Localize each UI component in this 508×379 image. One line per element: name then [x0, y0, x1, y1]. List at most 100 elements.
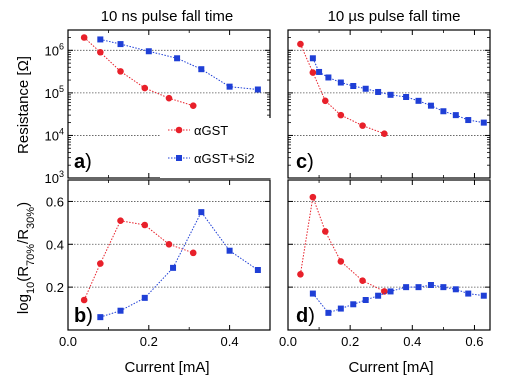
data-point: [309, 55, 316, 62]
data-point: [189, 249, 197, 257]
data-point: [350, 83, 357, 90]
data-point: [337, 305, 344, 312]
data-point: [97, 36, 104, 43]
y-tick-label: 0.2: [46, 280, 64, 295]
data-point: [359, 277, 366, 285]
data-point: [145, 48, 152, 55]
data-point: [321, 228, 329, 235]
xlabel-left: Current [mA]: [124, 359, 209, 376]
data-point: [362, 297, 369, 303]
y-tick-base: 10: [45, 86, 59, 101]
data-point: [226, 247, 233, 254]
ylabel-ratio-sub: 10: [25, 282, 37, 294]
data-point: [80, 296, 88, 304]
data-point: [165, 94, 173, 102]
plot-frame: [67, 179, 271, 331]
panel-letter-char: b: [74, 305, 86, 327]
data-point: [381, 288, 388, 295]
y-tick-exponent: 5: [59, 84, 64, 94]
data-point: [254, 267, 261, 273]
series-line: [83, 37, 194, 107]
legend-marker: [175, 126, 183, 134]
data-point: [97, 48, 104, 56]
y-tick-label: 0.6: [46, 194, 64, 209]
series-line: [100, 211, 259, 318]
panel-letter-paren: ): [86, 305, 93, 327]
data-point: [309, 290, 316, 297]
data-point: [309, 193, 317, 201]
panel-letter: a): [74, 151, 92, 173]
data-point: [117, 41, 124, 48]
data-point: [117, 217, 124, 225]
legend-marker: [176, 155, 182, 161]
y-tick-label: 104: [45, 126, 64, 143]
data-point: [480, 119, 487, 126]
data-point: [375, 292, 382, 299]
data-point: [387, 288, 394, 295]
data-point: [440, 108, 447, 115]
data-point: [80, 34, 88, 41]
data-point: [415, 97, 422, 104]
ylabel-ratio-part: log: [15, 294, 32, 314]
x-tick-label: 0.0: [279, 334, 297, 349]
xlabel-right: Current [mA]: [348, 359, 433, 376]
ylabel-ratio-sub: 70%: [25, 244, 37, 266]
data-point: [97, 314, 104, 321]
panel-b: 0.2 0.4 0.6 0.0 0.2 0.4 b): [46, 179, 271, 349]
data-point: [359, 122, 366, 129]
y-tick-exponent: 4: [59, 126, 64, 136]
title-left: 10 ns pulse fall time: [101, 8, 234, 25]
legend: αGST αGST+Si2: [160, 118, 272, 178]
plot-frame: [287, 29, 491, 179]
data-point: [465, 290, 472, 297]
ylabel-ratio-part: ): [15, 202, 32, 207]
panel-letter-char: c: [296, 151, 307, 173]
data-point: [174, 55, 181, 62]
data-point: [97, 260, 104, 267]
data-point: [165, 240, 173, 248]
data-point: [141, 294, 148, 301]
data-point: [381, 130, 388, 137]
data-point: [403, 284, 410, 291]
data-point: [427, 282, 434, 288]
data-point: [141, 84, 149, 92]
data-point: [198, 209, 205, 216]
data-point: [325, 309, 332, 316]
data-point: [337, 111, 345, 119]
x-tick-label: 0.2: [341, 334, 359, 349]
ylabel-ratio-sub: 30%: [25, 207, 37, 229]
panel-letter: b): [74, 305, 93, 327]
data-point: [452, 112, 459, 119]
ylabel-resistance: Resistance [Ω]: [15, 56, 32, 154]
panel-letter-char: d: [296, 305, 308, 327]
y-tick-label: 0.4: [46, 237, 64, 252]
data-point: [465, 117, 472, 124]
panel-letter: c): [296, 151, 314, 173]
data-point: [337, 79, 344, 86]
panel-letter-char: a: [74, 151, 86, 173]
x-tick-label: 0.4: [403, 334, 421, 349]
y-tick-base: 10: [45, 43, 59, 58]
ylabel-ratio: log10(R70%/R30%): [15, 202, 37, 314]
data-point: [297, 270, 304, 278]
data-point: [297, 40, 304, 48]
data-point: [309, 69, 317, 76]
data-point: [452, 286, 459, 293]
data-point: [440, 284, 447, 291]
data-point: [387, 91, 394, 98]
y-tick-label: 103: [45, 169, 64, 186]
series-line: [299, 43, 385, 135]
plot-frame: [287, 179, 491, 331]
data-point: [170, 264, 177, 271]
y-tick-label: 106: [45, 41, 64, 58]
data-point: [337, 258, 345, 265]
data-point: [316, 68, 323, 75]
data-point: [362, 85, 369, 92]
panel-d: 0.0 0.2 0.4 0.6 d): [279, 179, 491, 349]
series-line: [83, 220, 194, 301]
legend-label: αGST+Si2: [194, 151, 255, 166]
data-point: [254, 86, 261, 93]
y-tick-base: 10: [45, 171, 59, 186]
data-point: [141, 221, 149, 229]
